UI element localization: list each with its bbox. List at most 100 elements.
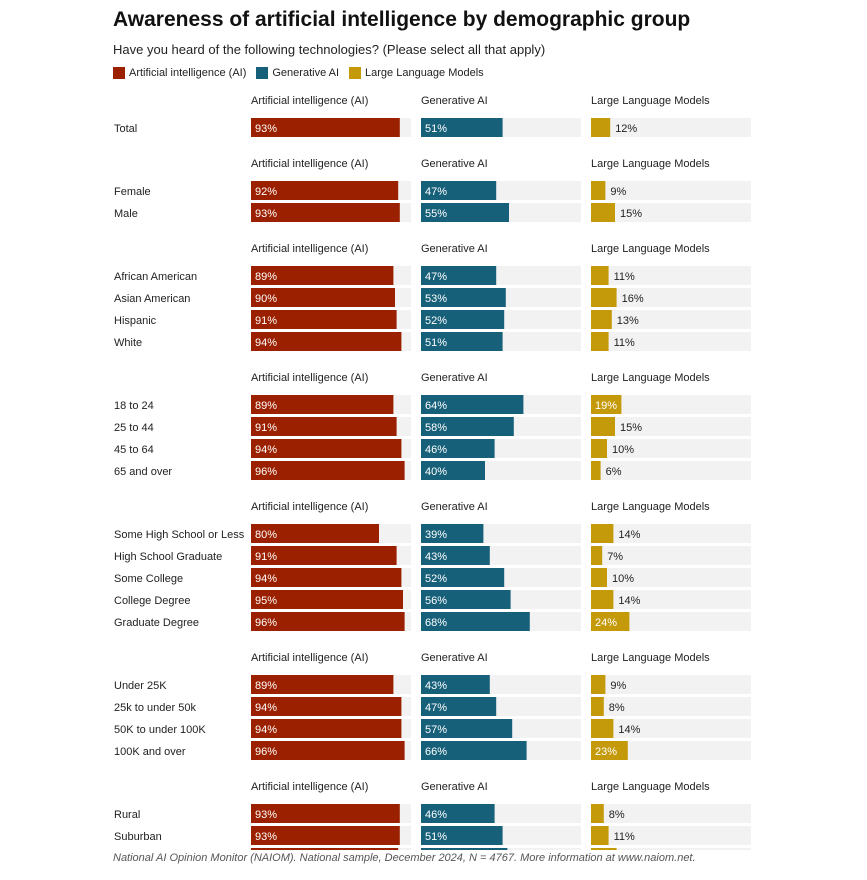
data-label-ai-100k-and-over: 96%: [255, 746, 277, 758]
data-label-llm-male: 15%: [620, 208, 642, 220]
bar-chart: Artificial intelligence (AI) Generative A…: [114, 95, 751, 850]
bar-track-llm-25-to-44: [591, 417, 751, 436]
bar-llm-25-to-44: [591, 417, 615, 436]
data-label-llm-45-to-64: 10%: [612, 444, 634, 456]
bar-ai-total: [251, 118, 400, 137]
data-label-generative-ai-some-college: 52%: [425, 573, 447, 585]
bar-track-llm-under-25k: [591, 675, 751, 694]
bar-llm-college-degree: [591, 590, 614, 609]
bar-track-llm-urban: [591, 848, 751, 850]
bar-track-llm-hispanic: [591, 310, 751, 329]
row-label-65-and-over: 65 and over: [114, 466, 172, 478]
data-label-llm-hispanic: 13%: [617, 315, 639, 327]
bar-ai-white: [251, 332, 402, 351]
data-label-generative-ai-asian-american: 53%: [425, 293, 447, 305]
bar-generative-ai-rural: [421, 804, 495, 823]
row-label-african-american: African American: [114, 271, 197, 283]
bar-track-llm-total: [591, 118, 751, 137]
panel-header-generative-ai: Generative AI: [421, 501, 488, 513]
data-label-llm-some-high-school-or-less: 14%: [618, 529, 640, 541]
panel-header-ai: Artificial intelligence (AI): [251, 372, 368, 384]
bar-llm-under-25k: [591, 675, 606, 694]
data-label-ai-female: 92%: [255, 186, 277, 198]
panel-header-ai: Artificial intelligence (AI): [251, 781, 368, 793]
chart-subtitle: Have you heard of the following technolo…: [113, 42, 546, 57]
bar-ai-african-american: [251, 266, 394, 285]
bar-ai-asian-american: [251, 288, 395, 307]
data-label-llm-18-to-24: 19%: [595, 400, 617, 412]
bar-track-llm-african-american: [591, 266, 751, 285]
data-label-ai-18-to-24: 89%: [255, 400, 277, 412]
panel-header-ai: Artificial intelligence (AI): [251, 158, 368, 170]
row-label-suburban: Suburban: [114, 831, 162, 843]
panel-header-generative-ai: Generative AI: [421, 652, 488, 664]
bar-track-llm-18-to-24: [591, 395, 751, 414]
panel-header-llm: Large Language Models: [591, 652, 710, 664]
bar-llm-45-to-64: [591, 439, 607, 458]
legend-item-ai: Artificial intelligence (AI): [113, 67, 246, 79]
bar-ai-some-high-school-or-less: [251, 524, 379, 543]
bar-track-llm-45-to-64: [591, 439, 751, 458]
data-label-llm-high-school-graduate: 7%: [607, 551, 623, 563]
bar-ai-25k-to-under-50k: [251, 697, 402, 716]
legend-label-generative-ai: Generative AI: [272, 67, 340, 79]
data-label-ai-some-college: 94%: [255, 573, 277, 585]
bar-llm-white: [591, 332, 609, 351]
bar-llm-50k-to-under-100k: [591, 719, 614, 738]
data-label-ai-50k-to-under-100k: 94%: [255, 724, 277, 736]
data-label-llm-graduate-degree: 24%: [595, 617, 617, 629]
data-label-ai-25-to-44: 91%: [255, 422, 277, 434]
data-label-ai-white: 94%: [255, 337, 277, 349]
panel-header-ai: Artificial intelligence (AI): [251, 501, 368, 513]
row-label-100k-and-over: 100K and over: [114, 746, 186, 758]
bar-track-llm-asian-american: [591, 288, 751, 307]
row-label-45-to-64: 45 to 64: [114, 444, 154, 456]
bar-generative-ai-white: [421, 332, 503, 351]
bar-llm-some-high-school-or-less: [591, 524, 614, 543]
panel-header-ai: Artificial intelligence (AI): [251, 243, 368, 255]
data-label-ai-total: 93%: [255, 123, 277, 135]
panel-header-llm: Large Language Models: [591, 158, 710, 170]
bar-generative-ai-male: [421, 203, 509, 222]
bar-ai-male: [251, 203, 400, 222]
bar-generative-ai-25k-to-under-50k: [421, 697, 497, 716]
bar-generative-ai-total: [421, 118, 503, 137]
bar-ai-hispanic: [251, 310, 397, 329]
data-label-generative-ai-graduate-degree: 68%: [425, 617, 447, 629]
bar-llm-urban: [591, 848, 617, 850]
bar-generative-ai-under-25k: [421, 675, 490, 694]
bar-track-llm-high-school-graduate: [591, 546, 751, 565]
row-label-graduate-degree: Graduate Degree: [114, 617, 199, 629]
data-label-llm-some-college: 10%: [612, 573, 634, 585]
bar-generative-ai-high-school-graduate: [421, 546, 490, 565]
data-label-generative-ai-65-and-over: 40%: [425, 466, 447, 478]
row-label-high-school-graduate: High School Graduate: [114, 551, 222, 563]
data-label-generative-ai-100k-and-over: 66%: [425, 746, 447, 758]
panel-header-ai: Artificial intelligence (AI): [251, 652, 368, 664]
data-label-ai-asian-american: 90%: [255, 293, 277, 305]
bar-track-llm-100k-and-over: [591, 741, 751, 760]
data-label-ai-45-to-64: 94%: [255, 444, 277, 456]
data-label-llm-suburban: 11%: [614, 831, 635, 843]
bar-ai-65-and-over: [251, 461, 405, 480]
bar-llm-female: [591, 181, 606, 200]
bar-generative-ai-female: [421, 181, 497, 200]
data-label-generative-ai-rural: 46%: [425, 809, 447, 821]
bar-track-llm-graduate-degree: [591, 612, 751, 631]
bar-ai-under-25k: [251, 675, 394, 694]
bar-track-llm-50k-to-under-100k: [591, 719, 751, 738]
row-label-some-high-school-or-less: Some High School or Less: [114, 529, 245, 541]
row-label-white: White: [114, 337, 142, 349]
data-label-llm-total: 12%: [615, 123, 637, 135]
bar-llm-male: [591, 203, 615, 222]
legend-swatch-llm: [349, 67, 362, 79]
data-label-generative-ai-45-to-64: 46%: [425, 444, 447, 456]
panel-header-generative-ai: Generative AI: [421, 243, 488, 255]
bar-generative-ai-hispanic: [421, 310, 505, 329]
data-label-generative-ai-white: 51%: [425, 337, 447, 349]
data-label-generative-ai-female: 47%: [425, 186, 447, 198]
data-label-generative-ai-18-to-24: 64%: [425, 400, 447, 412]
data-label-ai-male: 93%: [255, 208, 277, 220]
panel-header-generative-ai: Generative AI: [421, 781, 488, 793]
bar-generative-ai-african-american: [421, 266, 497, 285]
